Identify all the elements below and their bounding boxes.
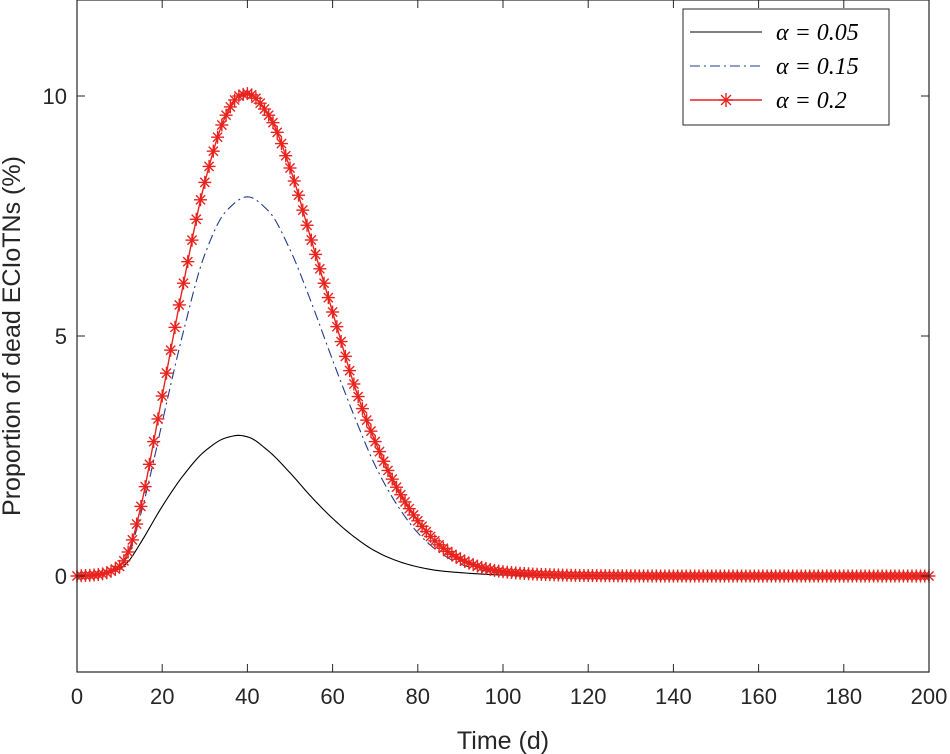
data-point [206, 144, 220, 158]
legend: α = 0.05 α = 0.15 α = 0.2 [682, 8, 890, 126]
data-point [313, 262, 327, 276]
legend-entry: α = 0.15 [690, 54, 859, 80]
data-point [125, 533, 139, 547]
data-point [138, 480, 152, 494]
x-tick-label: 100 [485, 684, 522, 709]
legend-entry: α = 0.05 [690, 20, 859, 46]
data-point [292, 188, 306, 202]
data-point [215, 118, 229, 132]
data-point [372, 445, 386, 459]
data-point [262, 108, 276, 122]
x-tick-label: 140 [655, 684, 692, 709]
series-layer [70, 87, 936, 583]
data-point [394, 488, 408, 502]
x-tick-label: 20 [150, 684, 174, 709]
data-point [334, 335, 348, 349]
data-point [147, 435, 161, 449]
y-tick-label: 0 [55, 564, 67, 589]
data-point [168, 320, 182, 334]
x-tick-label: 80 [406, 684, 430, 709]
x-tick-label: 60 [320, 684, 344, 709]
data-point [360, 413, 374, 427]
data-point [121, 545, 135, 559]
data-point [142, 457, 156, 471]
y-axis-label: Proportion of dead ECIoTNs (%) [0, 156, 26, 516]
x-tick-label: 120 [570, 684, 607, 709]
x-tick-label: 180 [825, 684, 862, 709]
legend-marker [719, 93, 733, 107]
data-point [155, 389, 169, 403]
data-point [364, 424, 378, 438]
data-point [219, 108, 233, 122]
data-point [338, 349, 352, 363]
data-point [257, 102, 271, 116]
data-point [287, 174, 301, 188]
x-tick-label: 160 [740, 684, 777, 709]
legend-entry: α = 0.2 [690, 88, 847, 114]
data-point [134, 499, 148, 513]
data-point [321, 291, 335, 305]
data-point [296, 203, 310, 217]
axis-layer: 0 20 40 60 80 100 120 140 160 180 200 0 5 10 [43, 0, 948, 709]
data-point [223, 100, 237, 114]
data-point [159, 366, 173, 380]
data-point [347, 377, 361, 391]
data-point [274, 137, 288, 151]
x-tick-label: 0 [71, 684, 83, 709]
x-axis-label: Time (d) [457, 727, 549, 754]
data-point [194, 193, 208, 207]
data-point [368, 435, 382, 449]
data-point [304, 233, 318, 247]
data-point [351, 390, 365, 404]
data-point [279, 149, 293, 163]
data-point [317, 276, 331, 290]
x-tick-label: 200 [911, 684, 948, 709]
data-point [130, 517, 144, 531]
data-point [181, 255, 195, 269]
legend-label: α = 0.05 [776, 20, 859, 46]
legend-label: α = 0.2 [776, 88, 847, 114]
data-point [164, 343, 178, 357]
data-point [211, 130, 225, 144]
data-point [300, 218, 314, 232]
data-point [177, 276, 190, 290]
data-point [330, 320, 344, 334]
data-point [151, 412, 165, 426]
y-tick-label: 10 [43, 84, 67, 109]
legend-box [682, 8, 890, 126]
data-point [270, 125, 284, 139]
data-point [202, 159, 216, 173]
data-point [172, 298, 186, 312]
legend-label: α = 0.15 [776, 54, 859, 80]
data-point [283, 161, 297, 175]
data-point [390, 480, 403, 494]
data-point [189, 212, 203, 226]
data-point [326, 305, 340, 319]
x-tick-label: 40 [235, 684, 259, 709]
series-markers-3 [70, 87, 936, 583]
data-point [232, 89, 246, 103]
data-point [309, 247, 323, 261]
data-point [355, 402, 369, 416]
data-point [185, 233, 199, 247]
y-tick-label: 5 [55, 324, 67, 349]
data-point [198, 175, 212, 189]
data-point [398, 495, 412, 509]
data-point [343, 364, 357, 378]
data-point [266, 116, 280, 130]
